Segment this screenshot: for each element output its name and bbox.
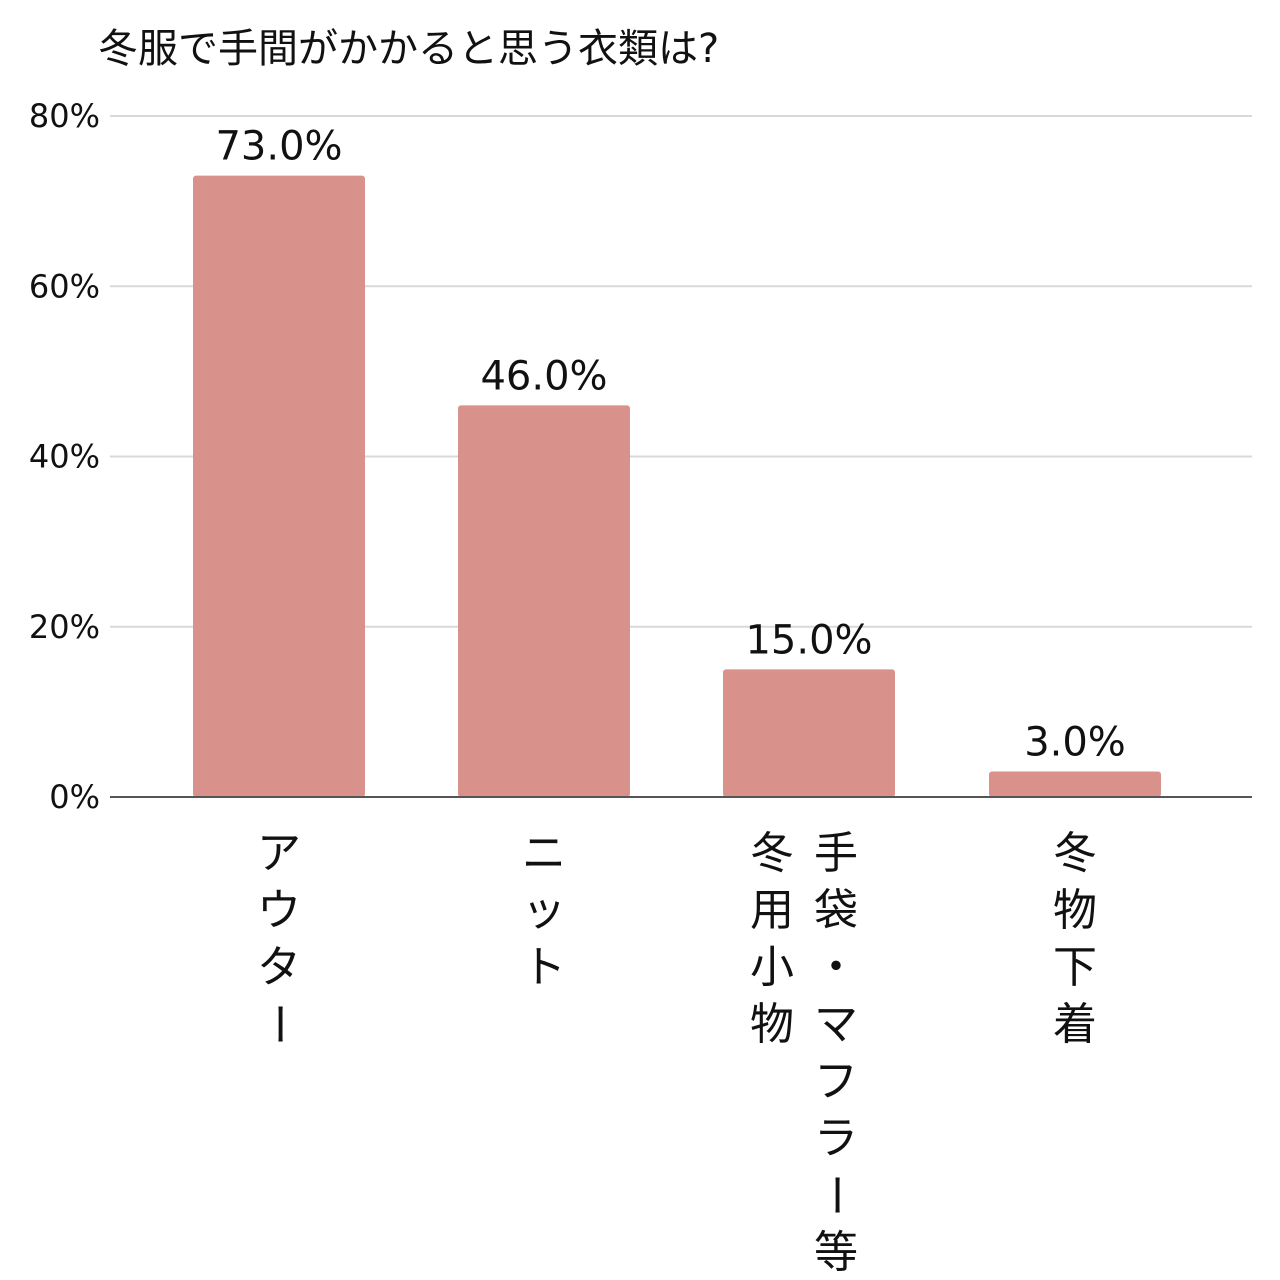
bar bbox=[723, 669, 895, 797]
data-label: 73.0% bbox=[215, 124, 342, 170]
y-tick-label: 80% bbox=[29, 97, 100, 135]
bar bbox=[989, 771, 1161, 797]
y-tick-label: 40% bbox=[29, 438, 100, 476]
category-label: 冬用小物 bbox=[750, 828, 794, 1050]
data-labels: 73.0% 46.0% 15.0% 3.0% bbox=[215, 124, 1125, 766]
bar bbox=[193, 175, 365, 797]
y-tick-label: 0% bbox=[49, 778, 100, 816]
category-label: 手袋・マフラ等 bbox=[814, 828, 858, 1278]
y-tick-label: 60% bbox=[29, 267, 100, 305]
data-label: 46.0% bbox=[480, 353, 607, 399]
category-label-char: ー bbox=[253, 1002, 304, 1046]
category-label: アウタ bbox=[257, 828, 301, 993]
y-tick-label: 20% bbox=[29, 608, 100, 646]
category-label: 冬物下着 bbox=[1053, 828, 1097, 1050]
chart-title: 冬服で手間がかかると思う衣類は? bbox=[98, 26, 719, 72]
data-label: 15.0% bbox=[745, 617, 872, 663]
y-axis-tick-labels: 0% 20% 40% 60% 80% bbox=[29, 97, 100, 816]
bar bbox=[458, 405, 630, 797]
data-label: 3.0% bbox=[1024, 719, 1126, 765]
category-label-char: ー bbox=[810, 1173, 861, 1217]
category-label: ニット bbox=[522, 828, 566, 993]
bars bbox=[193, 175, 1161, 797]
